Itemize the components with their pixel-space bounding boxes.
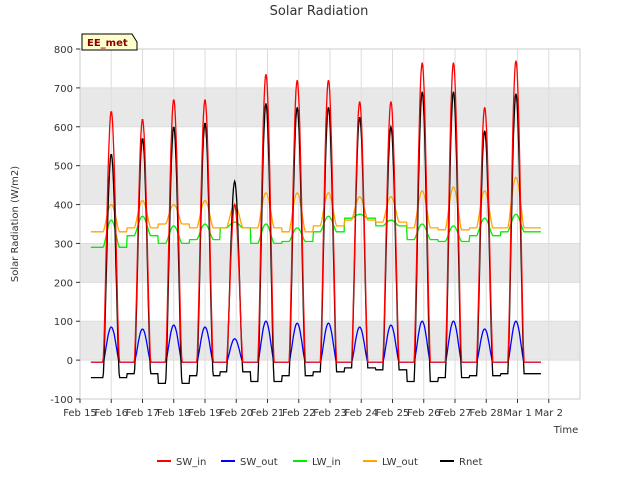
y-tick-label: 400 [54,201,73,212]
series-line-lw-in [90,213,541,248]
x-tick-label: Feb 22 [282,408,316,419]
x-tick-label: Feb 26 [407,408,441,419]
y-axis-label: Solar Radiation (W/m2) [10,166,21,282]
x-tick-label: Feb 25 [376,408,410,419]
series-line-rnet [90,91,541,385]
y-tick-label: 200 [54,278,73,289]
y-tick-label: 100 [54,317,73,328]
station-badge-label: EE_met [87,38,128,49]
x-tick-label: Feb 27 [438,408,472,419]
y-tick-label: 600 [54,123,73,134]
x-tick-label: Mar 2 [535,408,563,419]
x-tick-label: Feb 16 [94,408,128,419]
legend: SW_in SW_out LW_in LW_out Rnet [157,457,482,468]
y-tick-label: 500 [54,162,73,173]
series-layer [90,60,541,385]
x-tick-label: Feb 23 [313,408,347,419]
legend-label: Rnet [459,457,482,468]
x-tick-label: Feb 24 [344,408,378,419]
y-tick-label: 0 [67,356,73,367]
y-axis-ticks: -100 0 100 200 300 400 500 600 700 800 [50,45,80,406]
x-tick-label: Feb 18 [157,408,191,419]
series-line-lw-out [90,176,541,233]
legend-label: SW_in [176,457,206,468]
x-tick-label: Feb 19 [188,408,222,419]
y-tick-label: 800 [54,45,73,56]
x-tick-label: Feb 28 [469,408,503,419]
y-tick-label: 300 [54,239,73,250]
chart-title: Solar Radiation [270,4,369,19]
station-badge: EE_met [81,33,138,51]
x-tick-label: Feb 17 [126,408,160,419]
x-tick-label: Feb 15 [63,408,97,419]
y-tick-label: -100 [50,395,73,406]
legend-label: LW_in [312,457,341,468]
station-badge-box [81,33,138,51]
series-line-sw-in [90,60,541,363]
legend-label: SW_out [240,457,278,468]
x-tick-label: Feb 21 [251,408,285,419]
x-tick-label: Mar 1 [503,408,531,419]
y-tick-label: 700 [54,84,73,95]
legend-label: LW_out [382,457,418,468]
x-tick-label: Feb 20 [219,408,253,419]
x-axis-label: Time [553,425,578,436]
